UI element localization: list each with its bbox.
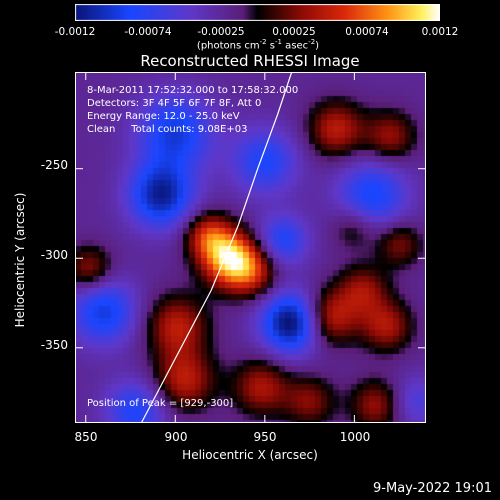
plot-frame	[75, 72, 426, 423]
axis-ticks	[75, 72, 426, 423]
colorbar-tick: 0.0012	[421, 26, 459, 38]
x-tick-label: 900	[164, 430, 188, 444]
plot-overlay	[75, 72, 426, 423]
y-tick-label: -300	[40, 248, 68, 262]
energy-range-text: Energy Range: 12.0 - 25.0 keV	[87, 111, 240, 122]
x-tick-label: 1000	[339, 430, 371, 444]
peak-position-text: Position of Peak = [929,-300]	[87, 398, 234, 409]
chart-title: Reconstructed RHESSI Image	[140, 52, 360, 70]
colorbar-tick: -0.00025	[197, 26, 245, 38]
colorbar-units: (photons cm-2 s-1 asec-2)	[196, 38, 320, 52]
colorbar-tick: 0.00074	[345, 26, 389, 38]
y-tick-label: -350	[40, 338, 68, 352]
time-range-text: 8-Mar-2011 17:52:32.000 to 17:58:32.000	[87, 85, 299, 96]
colorbar-tick: -0.0012	[54, 26, 96, 38]
detectors-text: Detectors: 3F 4F 5F 6F 7F 8F, Att 0	[87, 98, 262, 109]
heatmap-image	[75, 72, 426, 423]
clean-counts-text: Clean Total counts: 9.08E+03	[87, 124, 248, 135]
colorbar	[75, 4, 440, 21]
colorbar-tick: -0.00074	[124, 26, 172, 38]
footer-date: 9-May-2022 19:01	[373, 481, 492, 496]
x-axis-label: Heliocentric X (arcsec)	[182, 448, 318, 462]
solar-limb-line	[140, 72, 293, 423]
x-tick-label: 950	[253, 430, 277, 444]
y-axis-label: Heliocentric Y (arcsec)	[13, 192, 27, 328]
x-tick-label: 850	[74, 430, 98, 444]
y-tick-label: -250	[40, 158, 68, 172]
colorbar-tick: 0.00025	[272, 26, 316, 38]
